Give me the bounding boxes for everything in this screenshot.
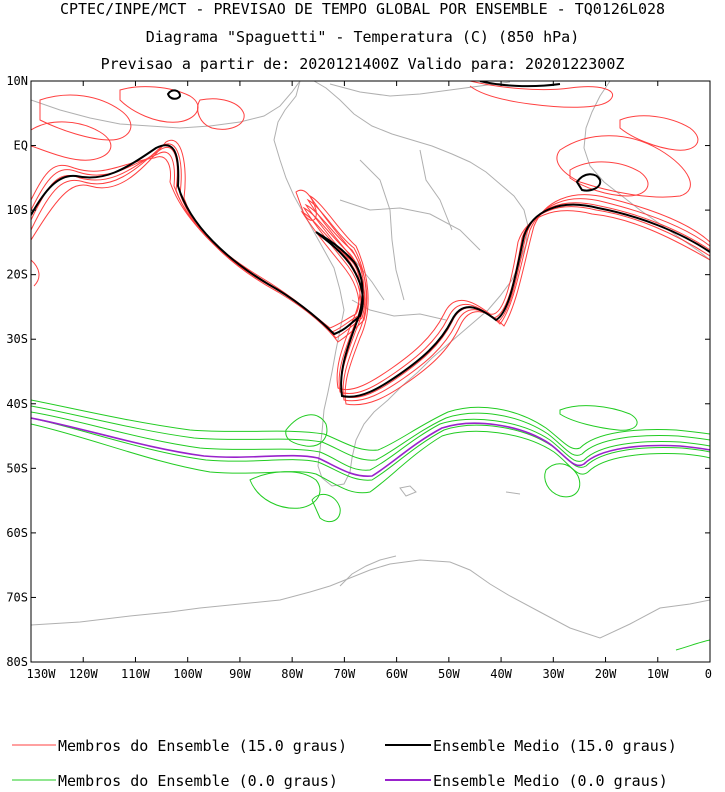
antarctic-peninsula xyxy=(339,555,397,587)
legend-text-green-members: Membros do Ensemble (0.0 graus) xyxy=(58,772,338,790)
lon-label-120w: 120W xyxy=(69,667,99,681)
green-member xyxy=(31,423,710,494)
red-member xyxy=(31,156,710,390)
red-blob xyxy=(39,94,132,141)
green-member xyxy=(249,471,321,509)
legend-text-purple-mean: Ensemble Medio (0.0 graus) xyxy=(433,772,668,790)
green-member xyxy=(544,463,581,498)
green-member xyxy=(285,414,328,447)
inland-borders-3 xyxy=(419,149,453,231)
antarctica-coast xyxy=(31,559,710,639)
black-mean-top xyxy=(479,81,561,88)
lat-label-eq: EQ xyxy=(14,139,28,153)
green-member xyxy=(559,405,638,431)
south-america-coast xyxy=(273,81,529,487)
caribbean-coast xyxy=(329,81,511,97)
red-blob xyxy=(197,98,245,130)
lat-label-60s: 60S xyxy=(6,526,28,540)
title-line-2: Diagrama "Spaguetti" - Temperatura (C) (… xyxy=(145,28,580,46)
legend-text-red-members: Membros do Ensemble (15.0 graus) xyxy=(58,737,347,755)
title-line-3: Previsao a partir de: 2020121400Z Valido… xyxy=(100,55,625,73)
falklands xyxy=(399,485,417,497)
black-ensemble-mean xyxy=(31,81,710,398)
south-georgia xyxy=(505,491,521,495)
red-member xyxy=(31,143,710,402)
green-member xyxy=(675,639,710,651)
lat-label-10n: 10N xyxy=(6,74,28,88)
longitude-axis: 130W 120W 110W 100W 90W 80W 70W 60W 50W 40W 30W 20W… xyxy=(27,81,712,681)
lat-label-10s: 10S xyxy=(6,203,28,217)
lat-label-30s: 30S xyxy=(6,332,28,346)
red-member xyxy=(31,139,710,406)
lon-label-20w: 20W xyxy=(595,667,617,681)
legend: Membros do Ensemble (15.0 graus) Ensembl… xyxy=(12,737,677,790)
green-member xyxy=(31,411,710,471)
inland-borders-2 xyxy=(359,159,405,301)
red-blob xyxy=(31,259,40,287)
lon-label-0: 0 xyxy=(705,667,712,681)
lon-label-130w: 130W xyxy=(27,667,57,681)
red-ensemble-members xyxy=(31,81,710,406)
lon-label-60w: 60W xyxy=(386,667,408,681)
lat-label-70s: 70S xyxy=(6,590,28,604)
lon-label-40w: 40W xyxy=(490,667,512,681)
lon-label-50w: 50W xyxy=(438,667,460,681)
africa-coast xyxy=(583,81,710,261)
red-blob xyxy=(619,115,699,151)
green-member xyxy=(311,493,341,523)
central-america-coast xyxy=(31,81,301,129)
red-blob xyxy=(556,135,691,198)
lon-label-100w: 100W xyxy=(173,667,203,681)
green-ensemble-members xyxy=(31,399,710,651)
lat-label-80s: 80S xyxy=(6,655,28,669)
lon-label-30w: 30W xyxy=(542,667,564,681)
purple-mean-line xyxy=(31,417,710,477)
black-mean-blob xyxy=(166,89,182,100)
green-member xyxy=(31,399,710,451)
lon-label-80w: 80W xyxy=(281,667,303,681)
lat-label-20s: 20S xyxy=(6,268,28,282)
purple-ensemble-mean xyxy=(31,417,710,477)
green-member xyxy=(31,417,710,481)
red-member xyxy=(31,147,710,399)
red-blob xyxy=(295,189,317,221)
black-mean-line xyxy=(31,144,710,398)
red-blob xyxy=(31,121,112,161)
red-blob xyxy=(469,81,613,108)
lon-label-110w: 110W xyxy=(121,667,151,681)
lat-label-40s: 40S xyxy=(6,397,28,411)
legend-text-black-mean: Ensemble Medio (15.0 graus) xyxy=(433,737,677,755)
lat-label-50s: 50S xyxy=(6,461,28,475)
coastlines xyxy=(31,81,710,639)
red-blob xyxy=(119,86,199,123)
lon-label-90w: 90W xyxy=(229,667,251,681)
green-member xyxy=(31,405,710,461)
latitude-axis: 10N EQ 10S 20S 30S 40S 50S 60S 70S 80S xyxy=(6,74,710,669)
black-mean-blob xyxy=(575,173,602,192)
red-member xyxy=(31,151,710,395)
lon-label-10w: 10W xyxy=(647,667,669,681)
title-line-1: CPTEC/INPE/MCT - PREVISAO DE TEMPO GLOBA… xyxy=(59,0,666,18)
plot-frame xyxy=(30,80,711,663)
lon-label-70w: 70W xyxy=(334,667,356,681)
inland-borders-1 xyxy=(339,199,481,251)
